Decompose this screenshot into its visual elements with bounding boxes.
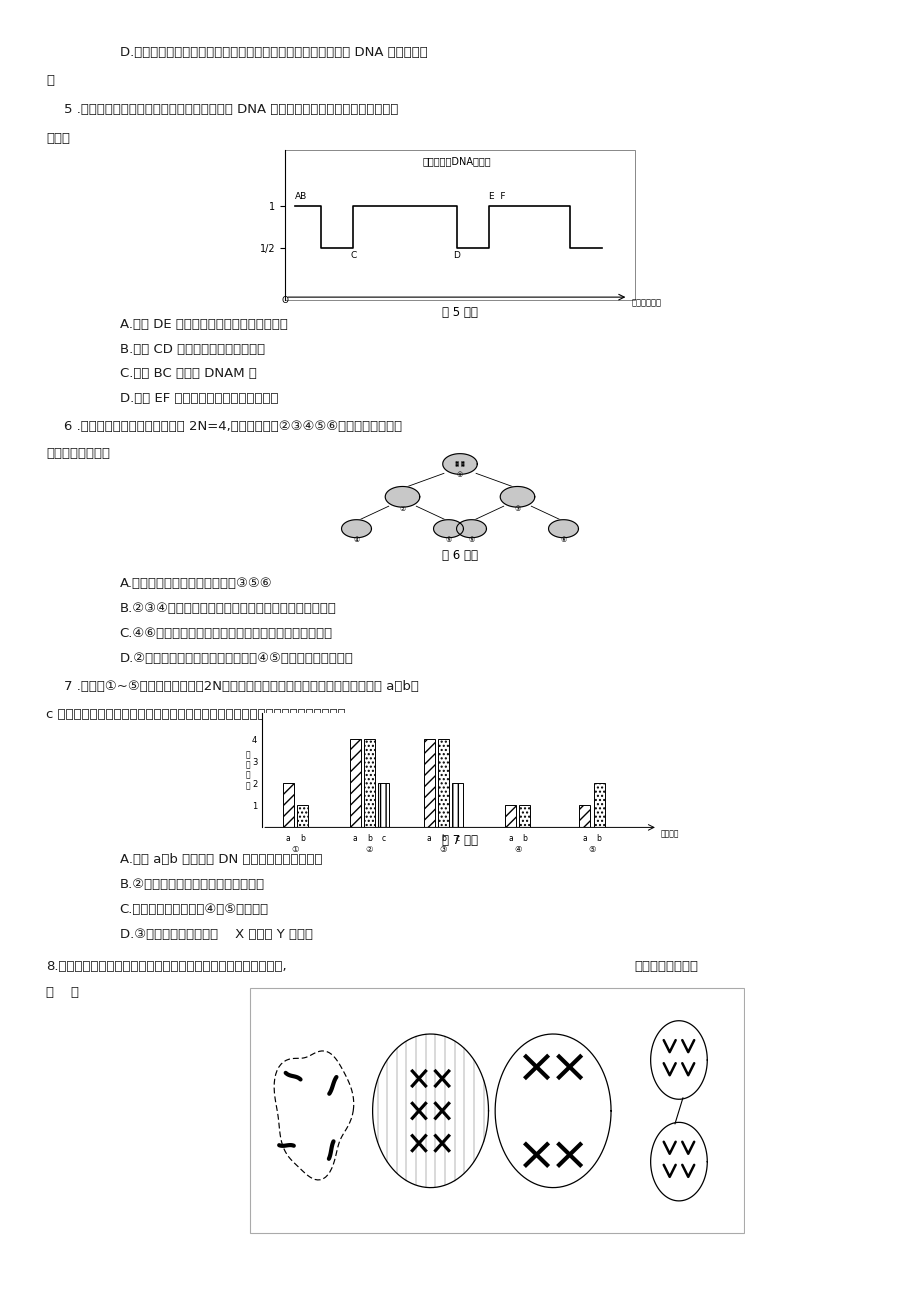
Text: A.图中不含同源染色体的细胞为③⑤⑥: A.图中不含同源染色体的细胞为③⑤⑥: [119, 577, 272, 590]
Bar: [424, 739, 435, 827]
Text: 第 6 题图: 第 6 题图: [441, 549, 478, 562]
Text: 细胞分裂时期: 细胞分裂时期: [630, 298, 661, 308]
Bar: [452, 783, 463, 827]
Text: （    ）: （ ）: [46, 986, 79, 999]
Text: ②: ②: [365, 846, 373, 853]
Text: ③: ③: [514, 506, 520, 512]
Bar: [518, 805, 529, 827]
Bar: [285, 150, 634, 300]
Text: 染色体与核DNA数目比: 染色体与核DNA数目比: [422, 156, 491, 165]
Text: 卜列叙述正确的是: 卜列叙述正确的是: [634, 960, 698, 973]
Text: a: a: [507, 834, 513, 843]
Text: 6 .假定某动物体细胞染色体数目 2N=4,下列关于图中②③④⑤⑥细胞所处时期的叙: 6 .假定某动物体细胞染色体数目 2N=4,下列关于图中②③④⑤⑥细胞所处时期的…: [64, 420, 403, 433]
Text: D.处于减数第一次分裂后期的初级精母细胞染色体数目正好和核 DNA 分子数目相: D.处于减数第一次分裂后期的初级精母细胞染色体数目正好和核 DNA 分子数目相: [119, 46, 427, 59]
Text: ②: ②: [399, 506, 405, 512]
Text: C: C: [349, 251, 356, 259]
Text: 7 .如图中①~⑤表示某哺乳动物（2N）在有性生殖过程中不同时期的细胞，图中的 a、b、: 7 .如图中①~⑤表示某哺乳动物（2N）在有性生殖过程中不同时期的细胞，图中的 …: [64, 680, 419, 693]
Text: b: b: [522, 834, 527, 843]
Bar: [579, 805, 590, 827]
Text: 第 5 题图: 第 5 题图: [442, 306, 477, 319]
Text: C.着丝点的分裂发生在④一⑤的过程中: C.着丝点的分裂发生在④一⑤的过程中: [119, 903, 268, 916]
Text: D.②为减数第一次分裂四分体时期，④⑤染色体数目暂时加倍: D.②为减数第一次分裂四分体时期，④⑤染色体数目暂时加倍: [119, 652, 353, 665]
Text: ④: ④: [514, 846, 521, 853]
Text: ③: ③: [439, 846, 447, 853]
Text: 述，正确的是（）: 述，正确的是（）: [46, 447, 110, 460]
Polygon shape: [341, 520, 371, 538]
Text: a: a: [582, 834, 586, 843]
Text: b: b: [300, 834, 304, 843]
Bar: [437, 739, 448, 827]
Text: O: O: [281, 296, 289, 305]
Text: C.④⑥分别为减数第一次分裂后期、减数第二次分裂后期: C.④⑥分别为减数第一次分裂后期、减数第二次分裂后期: [119, 627, 333, 640]
Text: A.图中 a、b 分别表示 DN 府口染色体的数量变化: A.图中 a、b 分别表示 DN 府口染色体的数量变化: [119, 853, 322, 866]
Text: ⑥: ⑥: [560, 537, 566, 543]
Bar: [593, 783, 604, 827]
Text: B.②时的细胞称为初级精（卵）母细胞: B.②时的细胞称为初级精（卵）母细胞: [119, 878, 265, 891]
Y-axis label: 相
对
数
量: 相 对 数 量: [245, 751, 250, 790]
Text: D: D: [453, 251, 460, 259]
Bar: [378, 783, 389, 827]
Text: 第 7 题图: 第 7 题图: [441, 834, 478, 847]
Text: b: b: [596, 834, 601, 843]
Text: 是（）: 是（）: [46, 132, 70, 145]
Polygon shape: [548, 520, 578, 538]
Bar: [297, 805, 308, 827]
Text: b: b: [367, 834, 371, 843]
Text: a: a: [285, 834, 290, 843]
Text: C.图中 BC 段代表 DNAM 制: C.图中 BC 段代表 DNAM 制: [119, 367, 256, 380]
Bar: [363, 739, 374, 827]
Text: 5 .如图表示细胞分裂的不同时期染色体数与核 DNA 数比例的变化关系，下列说法正确的: 5 .如图表示细胞分裂的不同时期染色体数与核 DNA 数比例的变化关系，下列说法…: [64, 103, 398, 116]
Text: ④: ④: [353, 537, 359, 543]
Text: ⑤: ⑤: [587, 846, 595, 853]
Text: ⑤: ⑤: [468, 537, 474, 543]
Bar: [505, 805, 516, 827]
Polygon shape: [442, 453, 477, 474]
Polygon shape: [456, 520, 486, 538]
Text: ①: ①: [291, 846, 299, 853]
Text: E  F: E F: [489, 193, 505, 201]
Bar: [282, 783, 293, 827]
Text: a: a: [426, 834, 431, 843]
Bar: [349, 739, 360, 827]
Text: b: b: [440, 834, 446, 843]
Text: 同: 同: [46, 74, 54, 87]
Text: B.②③④为减数分裂，分别为第一次分裂的前、中、后期: B.②③④为减数分裂，分别为第一次分裂的前、中、后期: [119, 602, 336, 615]
Text: A.图中 DE 段形成的原因是同源染色体分离: A.图中 DE 段形成的原因是同源染色体分离: [119, 318, 287, 331]
Text: a: a: [352, 834, 357, 843]
Text: D.图中 EF 段动物细胞高尔基体发挥作用: D.图中 EF 段动物细胞高尔基体发挥作用: [119, 392, 278, 405]
Text: ①: ①: [457, 473, 462, 478]
Text: c: c: [455, 834, 460, 843]
Text: 8.如图为某一哺乳动物生殖发育过程中不同细胞的分裂方式示意图,: 8.如图为某一哺乳动物生殖发育过程中不同细胞的分裂方式示意图,: [46, 960, 287, 973]
Text: D.③细胞中可能出现两个    X 或两个 Y 染色体: D.③细胞中可能出现两个 X 或两个 Y 染色体: [119, 928, 312, 941]
Text: 细胞时期: 细胞时期: [660, 830, 678, 839]
Text: c: c: [381, 834, 385, 843]
Text: AB: AB: [295, 193, 307, 201]
Polygon shape: [385, 486, 419, 507]
Text: B.图中 CD 段是有丝分裂间期和前期: B.图中 CD 段是有丝分裂间期和前期: [119, 343, 265, 356]
Polygon shape: [433, 520, 463, 538]
Text: ⑤: ⑤: [445, 537, 451, 543]
Polygon shape: [500, 486, 534, 507]
Text: c 分别表示某时期一个细胞中三种不同结构或物质的数量。下列说法不正确的是（）: c 分别表示某时期一个细胞中三种不同结构或物质的数量。下列说法不正确的是（）: [46, 708, 346, 721]
